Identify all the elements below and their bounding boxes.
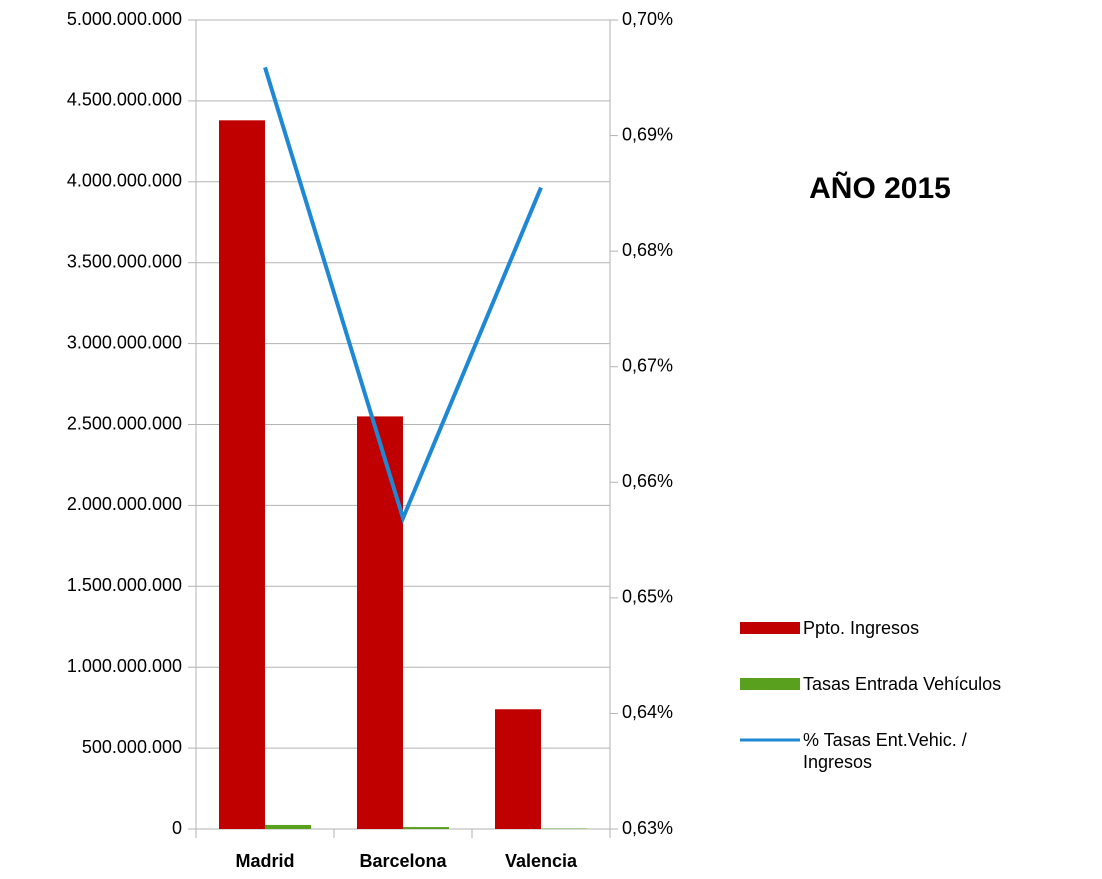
legend-label: Ppto. Ingresos (803, 618, 920, 638)
y-tick-label: 4.500.000.000 (67, 90, 182, 110)
x-tick-label: Barcelona (359, 851, 447, 871)
y-tick-label: 1.500.000.000 (67, 575, 182, 595)
y2-tick-label: 0,69% (622, 124, 673, 144)
y2-tick-label: 0,70% (622, 9, 673, 29)
y2-tick-label: 0,63% (622, 818, 673, 838)
y-tick-label: 5.000.000.000 (67, 9, 182, 29)
bar (219, 120, 265, 830)
y2-tick-label: 0,67% (622, 355, 673, 375)
legend-label: % Tasas Ent.Vehic. / Ingresos (803, 730, 967, 772)
y-tick-label: 1.000.000.000 (67, 656, 182, 676)
bar (357, 416, 403, 829)
x-tick-label: Valencia (505, 851, 578, 871)
bar (403, 827, 449, 829)
legend-swatch (740, 678, 800, 690)
line (263, 66, 543, 524)
x-tick-label: Madrid (235, 851, 294, 871)
y2-tick-label: 0,66% (622, 471, 673, 491)
y-tick-label: 3.000.000.000 (67, 332, 182, 352)
y2-tick-label: 0,68% (622, 240, 673, 260)
y-tick-label: 500.000.000 (82, 737, 182, 757)
y-tick-label: 3.500.000.000 (67, 251, 182, 271)
y-tick-label: 2.000.000.000 (67, 494, 182, 514)
y2-tick-label: 0,65% (622, 587, 673, 607)
y-tick-label: 4.000.000.000 (67, 171, 182, 191)
y2-tick-label: 0,64% (622, 702, 673, 722)
legend-swatch (740, 622, 800, 634)
bar (265, 824, 311, 829)
chart-title: AÑO 2015 (809, 171, 951, 205)
y-tick-label: 2.500.000.000 (67, 413, 182, 433)
legend-label: Tasas Entrada Vehículos (803, 674, 1002, 694)
y-tick-label: 0 (172, 818, 182, 838)
bar (495, 709, 541, 829)
